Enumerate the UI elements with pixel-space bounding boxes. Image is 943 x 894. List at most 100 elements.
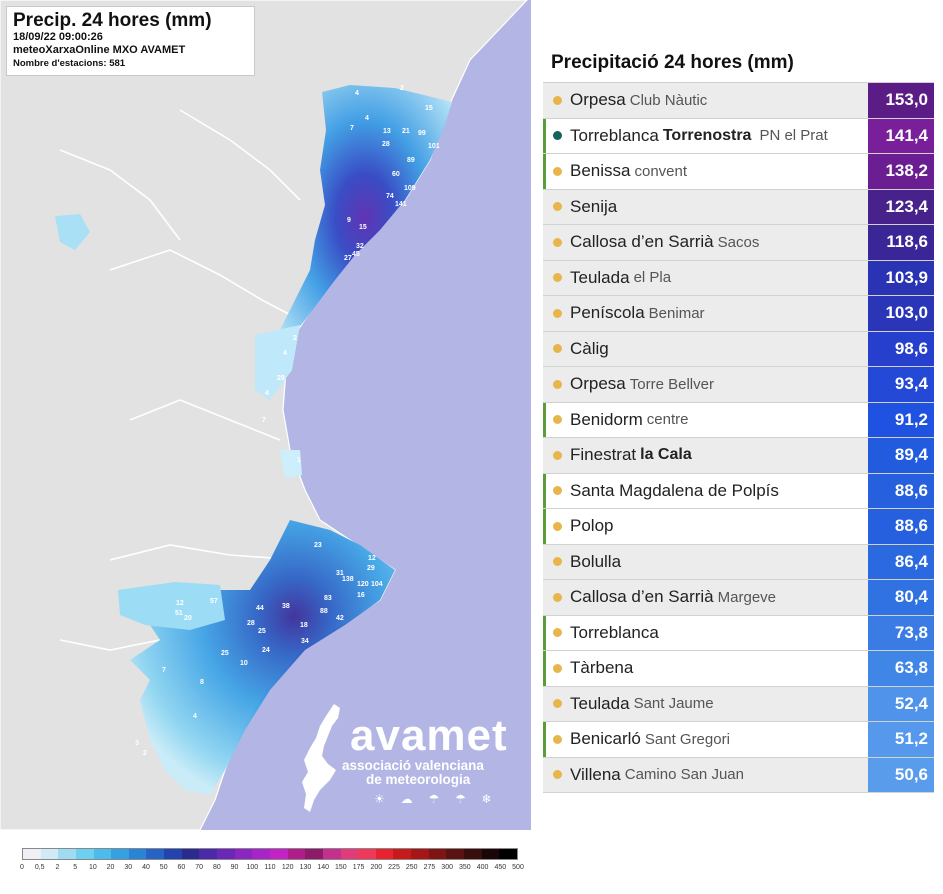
color-swatch [428,849,447,859]
station-location: el Pla [633,269,672,287]
station-type-dot-icon [553,131,562,141]
precipitation-value: 103,0 [868,296,934,331]
station-value-label: 2 [293,335,297,342]
station-value-label: 2 [143,750,147,757]
station-value-label: 57 [210,598,218,605]
station-name: Benissa [570,161,631,181]
color-scale-tick: 200 [370,864,383,871]
station-type-dot-icon [553,770,562,780]
station-value-label: 12 [176,600,184,607]
row-highlight-bar [543,651,546,686]
color-swatch [146,849,165,859]
station-type-dot-icon [553,379,562,389]
ranking-title: Precipitació 24 hores (mm) [551,52,794,73]
color-swatch [164,849,182,859]
ranking-row[interactable]: Torreblanca 73,8 [543,615,934,651]
precipitation-value: 153,0 [868,83,934,118]
color-swatch [375,849,394,859]
station-value-label: 4 [193,713,197,720]
precipitation-value: 138,2 [868,154,934,189]
ranking-row[interactable]: Tàrbena 63,8 [543,651,934,687]
precip-area-south [130,520,395,795]
color-scale-tick: 350 [459,864,471,871]
station-name: Teulada [570,693,630,713]
color-scale-ticks: 0 0,5 2 5 10 20 30 40 50 60 70 80 90 100 110 120 130 140 1… [20,864,524,874]
ranking-row[interactable]: Callosa d’en Sarrià Sacos 118,6 [543,225,934,261]
ranking-row[interactable]: Finestrat la Cala 89,4 [543,438,934,474]
color-swatch [446,849,465,859]
color-swatch [305,849,323,859]
station-name: Callosa d’en Sarrià [570,587,714,607]
ranking-row[interactable]: Peníscola Benimar 103,0 [543,296,934,332]
precipitation-value: 118,6 [868,225,934,260]
precipitation-value: 73,8 [868,615,934,650]
ranking-row[interactable]: Santa Magdalena de Polpís 88,6 [543,473,934,509]
ranking-row[interactable]: Bolulla 86,4 [543,544,934,580]
row-highlight-bar [543,615,546,650]
ranking-row[interactable]: Càlig 98,6 [543,331,934,367]
color-scale-tick: 80 [212,864,221,871]
color-scale-tick: 50 [159,864,168,871]
station-type-dot-icon [553,166,562,176]
ranking-row[interactable]: Benicarló Sant Gregori 51,2 [543,722,934,758]
station-value-label: 7 [162,667,166,674]
ranking-row[interactable]: Benidorm centre 91,2 [543,402,934,438]
color-swatch [75,849,94,859]
map-station-count: Nombre d'estacions: 581 [13,58,126,69]
color-scale-tick: 100 [246,864,259,871]
color-swatch [358,849,376,859]
precipitation-value: 103,9 [868,260,934,295]
precipitation-value: 86,4 [868,544,934,579]
region-silhouette-icon [302,704,340,812]
ranking-row[interactable]: Villena Camino San Juan 50,6 [543,757,934,793]
station-location: Torrenostra [662,126,752,144]
color-scale-tick: 120 [281,864,294,871]
station-value-label: 88 [320,608,328,615]
row-highlight-bar [543,722,546,757]
precipitation-value: 123,4 [868,189,934,224]
row-highlight-bar [543,687,546,722]
row-highlight-bar [543,190,546,225]
station-location: Club Nàutic [629,91,708,109]
station-name: Teulada [570,267,630,287]
station-name: Senija [570,196,618,216]
row-highlight-bar [543,332,546,367]
station-value-label: 13 [383,128,391,135]
station-value-label: 15 [425,105,433,112]
row-highlight-bar [543,225,546,260]
precipitation-value: 93,4 [868,367,934,402]
color-scale-tick: 400 [476,864,489,871]
ranking-row[interactable]: Callosa d’en Sarrià Margeve 80,4 [543,580,934,616]
station-value-label: 38 [282,603,290,610]
ranking-row[interactable]: Teulada Sant Jaume 52,4 [543,686,934,722]
ranking-row[interactable]: Torreblanca Torrenostra PN el Prat 141,4 [543,118,934,154]
ranking-row[interactable]: Orpesa Torre Bellver 93,4 [543,367,934,403]
station-value-label: 20 [184,615,192,622]
color-scale-tick: 40 [142,864,150,871]
station-value-label: 18 [300,622,308,629]
color-swatch [181,849,200,859]
station-value-label: 10 [240,660,248,667]
station-value-label: 32 [356,243,364,250]
station-type-dot-icon [553,699,562,709]
ranking-row[interactable]: Orpesa Club Nàutic 153,0 [543,83,934,119]
ranking-row[interactable]: Benissa convent 138,2 [543,154,934,190]
station-value-label: 99 [418,130,426,137]
row-highlight-bar [543,580,546,615]
row-highlight-bar [543,758,546,793]
station-name: Tàrbena [570,658,634,678]
station-value-label: 45 [352,251,360,258]
station-name: Santa Magdalena de Polpís [570,480,779,500]
station-type-dot-icon [553,734,562,744]
color-scale-tick: 90 [230,864,239,871]
ranking-row[interactable]: Polop 88,6 [543,509,934,545]
ranking-row[interactable]: Teulada el Pla 103,9 [543,260,934,296]
station-value-label: 24 [262,647,270,654]
station-type-dot-icon [553,344,562,354]
province-borders [59,109,301,651]
color-swatch [322,849,341,859]
precip-area-north [258,85,452,380]
color-swatch [128,849,147,859]
color-scale-tick: 250 [405,864,418,871]
ranking-row[interactable]: Senija 123,4 [543,189,934,225]
